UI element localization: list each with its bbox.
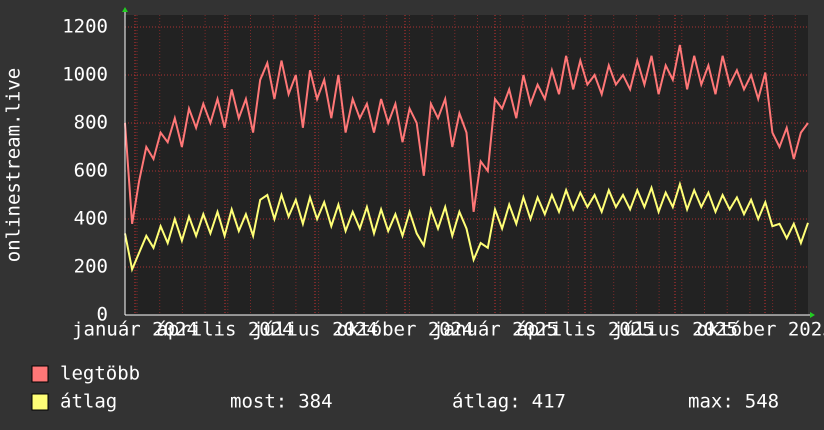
x-tick-label: október 2024 xyxy=(336,319,473,341)
x-tick-label: január 2025 xyxy=(432,319,558,341)
y-tick-label: 1200 xyxy=(62,16,108,38)
y-tick-label: 1000 xyxy=(62,64,108,86)
plot-area xyxy=(125,15,808,315)
stat-value: 548 xyxy=(745,391,779,413)
x-tick-label: április 2025 xyxy=(516,319,653,341)
stat-value: 417 xyxy=(532,391,566,413)
y-tick-label: 800 xyxy=(74,112,108,134)
series-line xyxy=(124,180,809,273)
stat-label: max: xyxy=(688,391,734,413)
x-tick-label: október 2025 xyxy=(696,319,824,341)
x-tick-label: július 2025 xyxy=(612,319,738,341)
x-tick-label: január 2024 xyxy=(72,319,198,341)
legend-swatch xyxy=(31,365,49,383)
stat-value: 384 xyxy=(298,391,332,413)
x-arrow xyxy=(810,312,815,318)
y-tick-label: 0 xyxy=(97,304,108,326)
x-tick-label: április 2024 xyxy=(156,319,293,341)
legend-label: átlag xyxy=(60,391,117,413)
x-tick-label: július 2024 xyxy=(252,319,378,341)
series-line xyxy=(124,44,809,224)
legend-label: legtöbb xyxy=(60,363,140,385)
y-axis-label: onlinestream.live xyxy=(3,68,25,262)
stat-label: átlag: xyxy=(452,391,521,413)
stat-label: most: xyxy=(230,391,287,413)
y-tick-label: 200 xyxy=(74,256,108,278)
legend-swatch xyxy=(31,393,49,411)
y-arrow xyxy=(122,7,128,12)
y-tick-label: 600 xyxy=(74,160,108,182)
y-tick-label: 400 xyxy=(74,208,108,230)
